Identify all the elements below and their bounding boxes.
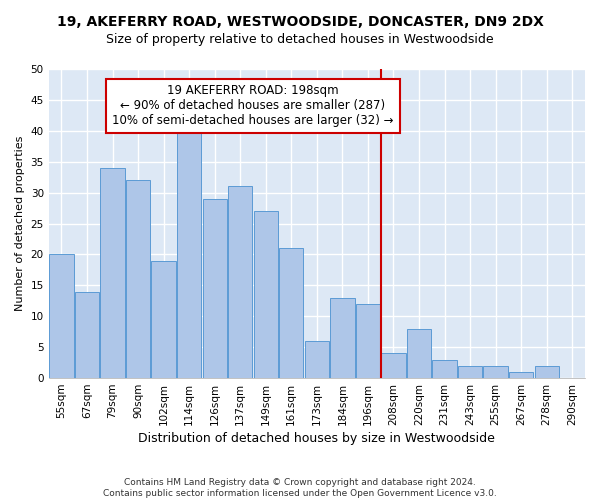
Bar bbox=[49, 254, 74, 378]
Bar bbox=[177, 131, 201, 378]
Bar bbox=[330, 298, 355, 378]
Bar bbox=[126, 180, 150, 378]
Bar bbox=[279, 248, 304, 378]
Text: 19 AKEFERRY ROAD: 198sqm
← 90% of detached houses are smaller (287)
10% of semi-: 19 AKEFERRY ROAD: 198sqm ← 90% of detach… bbox=[112, 84, 394, 128]
Bar bbox=[458, 366, 482, 378]
Bar bbox=[305, 341, 329, 378]
Bar bbox=[433, 360, 457, 378]
Bar bbox=[203, 199, 227, 378]
Bar bbox=[100, 168, 125, 378]
Bar bbox=[254, 211, 278, 378]
Bar bbox=[356, 304, 380, 378]
Bar bbox=[407, 328, 431, 378]
Bar bbox=[509, 372, 533, 378]
Bar bbox=[535, 366, 559, 378]
Bar bbox=[382, 354, 406, 378]
Bar bbox=[484, 366, 508, 378]
Y-axis label: Number of detached properties: Number of detached properties bbox=[15, 136, 25, 311]
Text: Contains HM Land Registry data © Crown copyright and database right 2024.
Contai: Contains HM Land Registry data © Crown c… bbox=[103, 478, 497, 498]
Bar bbox=[151, 260, 176, 378]
Text: 19, AKEFERRY ROAD, WESTWOODSIDE, DONCASTER, DN9 2DX: 19, AKEFERRY ROAD, WESTWOODSIDE, DONCAST… bbox=[56, 15, 544, 29]
Bar bbox=[228, 186, 253, 378]
Bar bbox=[75, 292, 99, 378]
X-axis label: Distribution of detached houses by size in Westwoodside: Distribution of detached houses by size … bbox=[139, 432, 495, 445]
Text: Size of property relative to detached houses in Westwoodside: Size of property relative to detached ho… bbox=[106, 32, 494, 46]
